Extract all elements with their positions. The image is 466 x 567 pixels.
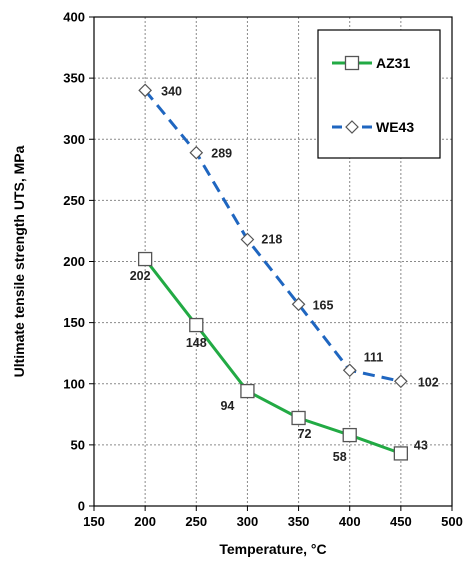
series-az31: [137, 251, 409, 461]
axes: [89, 16, 453, 511]
data-label: 289: [211, 147, 232, 161]
y-tick-label: 150: [63, 315, 85, 330]
data-label: 43: [414, 438, 428, 452]
y-tick-label: 0: [78, 499, 85, 514]
data-label: 340: [161, 84, 182, 98]
data-labels: 202 148 94 72 58 43 340 289 218 165 111 102: [130, 84, 439, 464]
data-point: [291, 410, 306, 426]
legend-box: [317, 29, 441, 159]
x-tick-label: 450: [390, 514, 412, 529]
data-point: [137, 251, 153, 267]
data-label: 111: [364, 350, 384, 364]
legend-label: WE43: [376, 119, 414, 135]
y-tick-label: 300: [63, 132, 85, 147]
legend-marker: [345, 120, 359, 134]
x-tick-label: 350: [288, 514, 310, 529]
data-label: 102: [418, 375, 439, 389]
data-point: [189, 145, 204, 160]
y-tick-label: 50: [71, 437, 85, 452]
data-point: [240, 383, 255, 399]
series-we43: [138, 83, 408, 389]
tick-labels: 150 200 250 300 350 400 450 500 0 50 100 150 200 250 3…: [63, 10, 463, 530]
data-point: [138, 83, 152, 98]
data-point: [291, 297, 306, 312]
data-label: 58: [333, 450, 347, 464]
data-label: 202: [130, 269, 151, 283]
data-label: 94: [220, 399, 234, 413]
x-tick-label: 250: [185, 514, 207, 529]
y-tick-label: 350: [63, 71, 85, 86]
x-tick-label: 500: [441, 514, 463, 529]
data-point: [393, 446, 409, 461]
y-tick-label: 100: [63, 376, 85, 391]
x-tick-label: 150: [83, 514, 105, 529]
x-tick-label: 400: [339, 514, 361, 529]
legend-label: AZ31: [376, 55, 410, 71]
legend-item: WE43: [332, 119, 414, 135]
data-point: [189, 317, 204, 333]
data-point: [342, 363, 357, 378]
data-point: [240, 232, 255, 247]
y-axis-title: Ultimate tensile strength UTS, MPa: [11, 145, 27, 377]
data-label: 148: [186, 336, 207, 350]
series-line-we43: [143, 89, 402, 383]
x-tick-label: 300: [237, 514, 259, 529]
y-tick-label: 400: [63, 10, 85, 25]
series: [137, 83, 409, 461]
legend-item: AZ31: [332, 55, 410, 71]
data-label: 218: [261, 232, 282, 246]
x-tick-label: 200: [134, 514, 156, 529]
y-tick-label: 250: [63, 193, 85, 208]
x-axis-title: Temperature, °C: [219, 541, 326, 557]
legend-marker: [344, 55, 360, 71]
legend: AZ31 WE43: [317, 29, 441, 159]
data-point: [394, 374, 408, 389]
data-label: 165: [313, 298, 334, 312]
series-line-az31: [143, 258, 402, 455]
data-point: [342, 427, 357, 443]
data-label: 72: [298, 427, 312, 441]
y-tick-label: 200: [63, 254, 85, 269]
